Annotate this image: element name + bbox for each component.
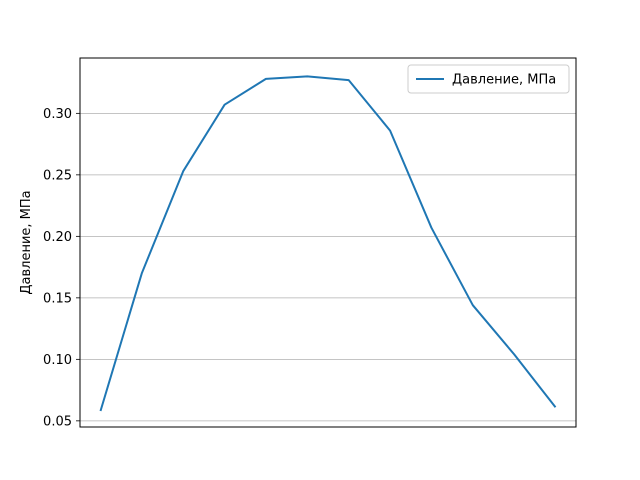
legend-label: Давление, МПа [452,73,556,88]
y-axis-ticks: 0.05 0.10 0.15 0.20 0.25 0.30 [43,107,80,429]
y-tick-label: 0.30 [43,107,72,122]
y-tick-label: 0.25 [43,168,72,183]
series-layer [99,75,557,412]
y-tick-label: 0.15 [43,291,72,306]
legend: Давление, МПа [407,64,570,94]
y-axis-label: Давление, МПа [19,190,34,294]
legend-box [407,64,570,94]
series-line-pressure [99,75,557,412]
plot-frame [79,57,577,428]
y-tick-label: 0.05 [43,414,72,429]
gridlines [80,112,576,422]
y-tick-label: 0.20 [43,230,72,245]
y-tick-label: 0.10 [43,353,72,368]
